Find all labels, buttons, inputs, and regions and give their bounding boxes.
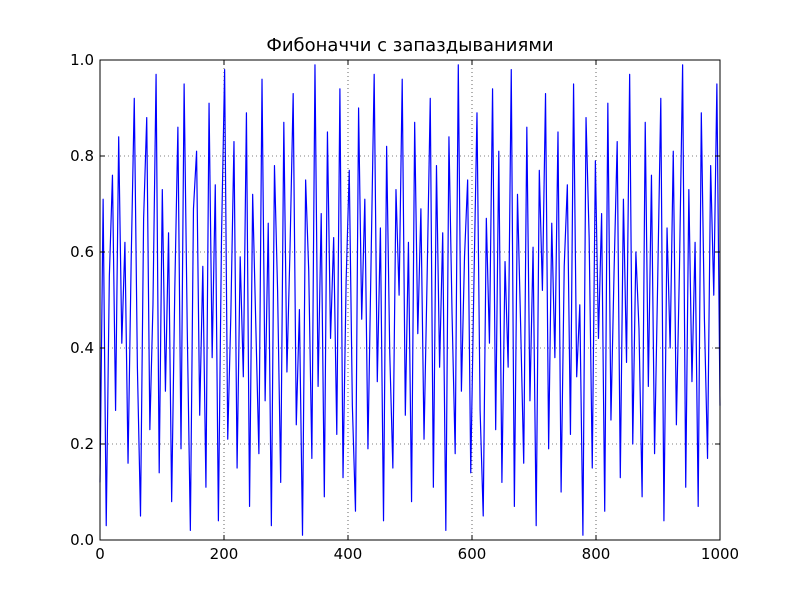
axes-frame: [99, 59, 721, 541]
y-tick-label: 1.0: [70, 51, 94, 69]
x-tick-label: 0: [95, 545, 105, 563]
chart-title: Фибоначчи с запаздываниями: [266, 35, 553, 56]
y-tick-label: 0.0: [70, 531, 94, 549]
y-tick-label: 0.2: [70, 435, 94, 453]
x-tick-label: 800: [582, 545, 611, 563]
x-tick-label: 200: [210, 545, 239, 563]
x-tick-label: 400: [334, 545, 363, 563]
series-layer: [99, 64, 721, 536]
x-tick-label: 600: [458, 545, 487, 563]
y-tick-label: 0.6: [70, 243, 94, 261]
series-line: [99, 64, 721, 536]
y-tick-label: 0.8: [70, 147, 94, 165]
y-tick-label: 0.4: [70, 339, 94, 357]
x-tick-label: 1000: [701, 545, 739, 563]
ticks: 0 200 400 600 800 1000 0.0 0.2 0.4 0.6 0.8 1.0: [70, 51, 739, 563]
